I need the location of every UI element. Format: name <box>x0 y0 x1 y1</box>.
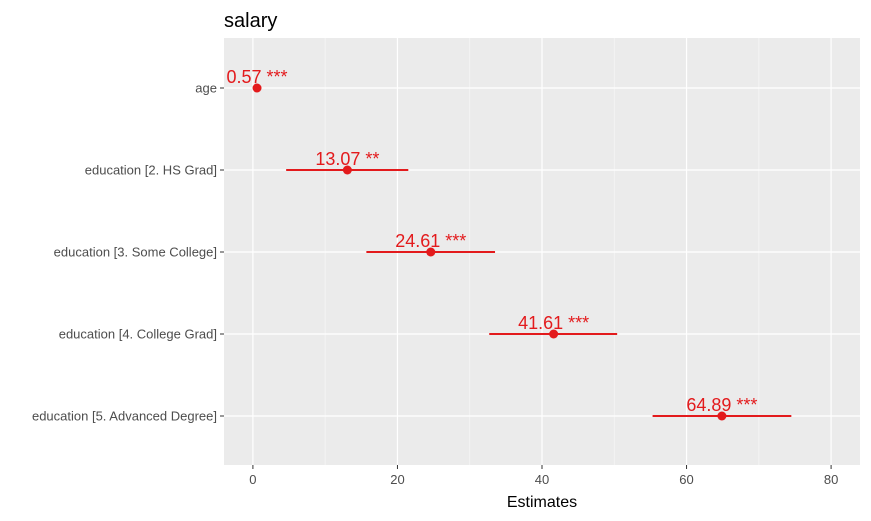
y-tick-label: age <box>195 81 217 96</box>
y-tick-label: education [3. Some College] <box>54 245 217 260</box>
x-tick-label: 40 <box>535 472 549 487</box>
y-tick-label: education [5. Advanced Degree] <box>32 409 217 424</box>
y-tick-label: education [2. HS Grad] <box>85 163 217 178</box>
y-axis: age education [2. HS Grad] education [3. S… <box>32 81 224 424</box>
x-tick-label: 60 <box>679 472 693 487</box>
y-tick-label: education [4. College Grad] <box>59 327 217 342</box>
estimate-label: 13.07 ** <box>315 149 379 169</box>
x-axis: 0 20 40 60 80 <box>249 465 838 487</box>
estimate-point <box>717 411 727 421</box>
estimate-point <box>252 83 262 93</box>
x-tick-label: 20 <box>390 472 404 487</box>
estimate-label: 41.61 *** <box>518 313 589 333</box>
x-tick-label: 80 <box>824 472 838 487</box>
estimate-label: 0.57 *** <box>226 67 287 87</box>
chart-title: salary <box>224 10 277 32</box>
x-tick-label: 0 <box>249 472 256 487</box>
estimate-label: 64.89 *** <box>686 395 757 415</box>
x-axis-label: Estimates <box>507 494 577 511</box>
estimate-point <box>342 165 352 175</box>
estimates: 0.57 *** 13.07 ** 24.61 *** 41.61 *** 64.89 … <box>226 67 792 421</box>
estimate-point <box>426 247 436 257</box>
estimate-point <box>549 329 559 339</box>
estimate-label: 24.61 *** <box>395 231 466 251</box>
